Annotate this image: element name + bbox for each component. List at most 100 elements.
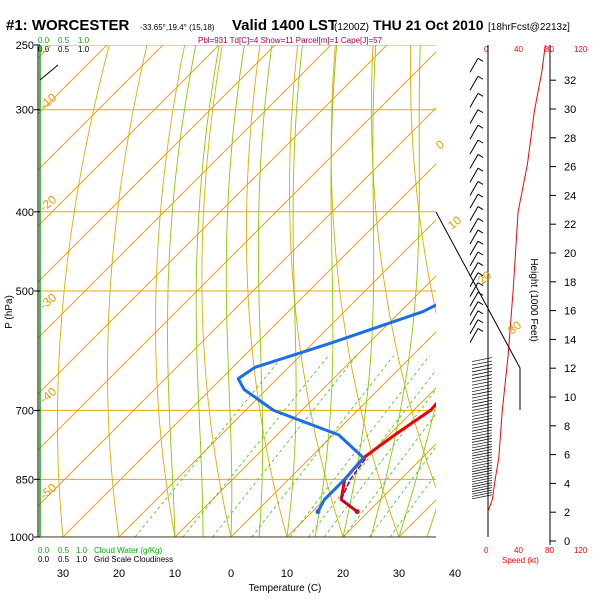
station-title: #1: WORCESTER: [6, 17, 130, 34]
pressure-axis: 250 300 400 500 700 850 1000: [10, 40, 40, 544]
gc-tick-top-2: 1.0: [78, 45, 90, 54]
height-tick-26: 26: [564, 162, 576, 174]
surface-dewpoint-point: [315, 509, 321, 515]
wind-barb: [469, 206, 479, 221]
isotherm: [62, 163, 436, 537]
height-tick-16: 16: [564, 306, 576, 318]
isotherm: [38, 107, 436, 507]
mixing-ratio-line: [369, 446, 436, 537]
speed-tick-bottom-1: 40: [514, 546, 523, 555]
wind-barb: [469, 319, 479, 334]
pressure-axis-label: P (hPa): [4, 295, 15, 329]
pressure-tick-700: 700: [16, 405, 34, 417]
parcel-line: [340, 457, 367, 513]
wind-barb-flag: [477, 181, 484, 185]
dry-adiabat: [155, 45, 186, 537]
wind-barb-flag: [477, 328, 484, 332]
sounding-series: [236, 303, 436, 515]
speed-tick-top-1: 40: [514, 45, 523, 54]
wind-barb: [471, 423, 493, 429]
wind-barb: [471, 396, 493, 402]
wind-barb-flag: [477, 167, 484, 172]
wind-barb: [471, 380, 493, 386]
wind-barb: [469, 167, 479, 183]
wind-barb: [471, 390, 493, 396]
temperature-tick: 10: [281, 568, 293, 580]
wind-barb: [471, 489, 493, 495]
isotherm: [38, 45, 388, 395]
wind-barb: [469, 76, 479, 91]
isotherm: [38, 45, 276, 283]
wind-barb: [471, 492, 493, 497]
wind-barb: [471, 459, 493, 465]
height-tick-32: 32: [564, 75, 576, 87]
cw-tick-bottom-0: 0.0: [38, 546, 50, 555]
dry-adiabat: [57, 45, 110, 537]
wind-barb: [471, 415, 493, 420]
wind-barb: [471, 482, 493, 488]
station-coords: -33.65°,19.4° (15,18): [140, 23, 215, 32]
moist-adiabat: [342, 45, 377, 537]
temperature-tick: 30: [393, 568, 405, 580]
speed-tick-bottom-0: 0: [484, 546, 489, 555]
wind-barb: [471, 443, 493, 449]
wind-barb: [471, 484, 493, 490]
wind-barb: [469, 109, 479, 124]
temperature-tick: 40: [449, 568, 461, 580]
wind-barb: [469, 154, 479, 169]
moist-adiabat: [257, 45, 273, 537]
height-axis-label: Height (1000 Feet): [528, 258, 539, 341]
mixing-ratio-line: [323, 388, 436, 537]
wind-barb: [471, 464, 493, 470]
utc-time: (1200Z): [334, 22, 369, 33]
wind-barb: [471, 446, 493, 451]
gc-tick-bottom-0: 0.0: [38, 555, 50, 564]
stability-indices: Pbl=931 Td[C]=4 Show=11 Parcel[m]=1 Cape…: [198, 36, 383, 45]
wind-barb: [471, 469, 493, 475]
isotherm: [230, 331, 436, 537]
speed-tick-bottom-2: 80: [545, 546, 554, 555]
wind-barb: [471, 387, 493, 393]
pressure-tick-850: 850: [16, 474, 34, 486]
wind-barb: [471, 479, 493, 485]
pressure-tick-300: 300: [16, 105, 34, 117]
grid-cloudiness-label: Grid Scale Cloudiness: [94, 555, 173, 564]
speed-axis-label: Speed (kt): [502, 556, 539, 565]
height-tick-12: 12: [564, 363, 576, 375]
speed-tick-bottom-3: 120: [574, 546, 588, 555]
height-tick-22: 22: [564, 219, 576, 231]
wind-barb: [469, 240, 479, 256]
wind-barb-flag: [477, 57, 484, 62]
wind-barb: [471, 360, 493, 366]
wind-barb: [469, 181, 479, 196]
wind-barb-flag: [477, 139, 484, 144]
wind-barb-flag: [477, 262, 484, 266]
height-mapping-line: [435, 211, 521, 410]
gc-tick-top-0: 0.0: [38, 45, 50, 54]
wind-barb-flag: [477, 272, 484, 277]
height-tick-0: 0: [564, 536, 570, 548]
height-tick-10: 10: [564, 392, 576, 404]
temperature-tick: 20: [113, 568, 125, 580]
wind-barbs: [469, 57, 493, 500]
wind-barb: [471, 403, 493, 408]
wind-barb: [471, 374, 493, 379]
wind-barb: [469, 292, 479, 307]
wind-barb: [469, 93, 479, 108]
cloud-scale-top: 0.0 0.5 1.0 0.0 0.5 1.0: [38, 36, 90, 54]
temperature-tick: 20: [337, 568, 349, 580]
wind-barb: [469, 262, 479, 277]
thermo-grid: 25101520: [38, 45, 436, 537]
wind-barb: [471, 438, 493, 443]
mixing-ratio-line: [308, 369, 436, 537]
mixing-ratio-line: [182, 355, 329, 537]
cw-tick-top-1: 0.5: [58, 36, 70, 45]
wind-barb: [471, 426, 493, 432]
wind-barb-flag: [477, 154, 484, 158]
height-tick-4: 4: [564, 478, 570, 490]
height-tick-6: 6: [564, 450, 570, 462]
wind-barb: [471, 456, 493, 462]
wind-barb: [469, 124, 479, 140]
wind-barb: [471, 399, 493, 405]
